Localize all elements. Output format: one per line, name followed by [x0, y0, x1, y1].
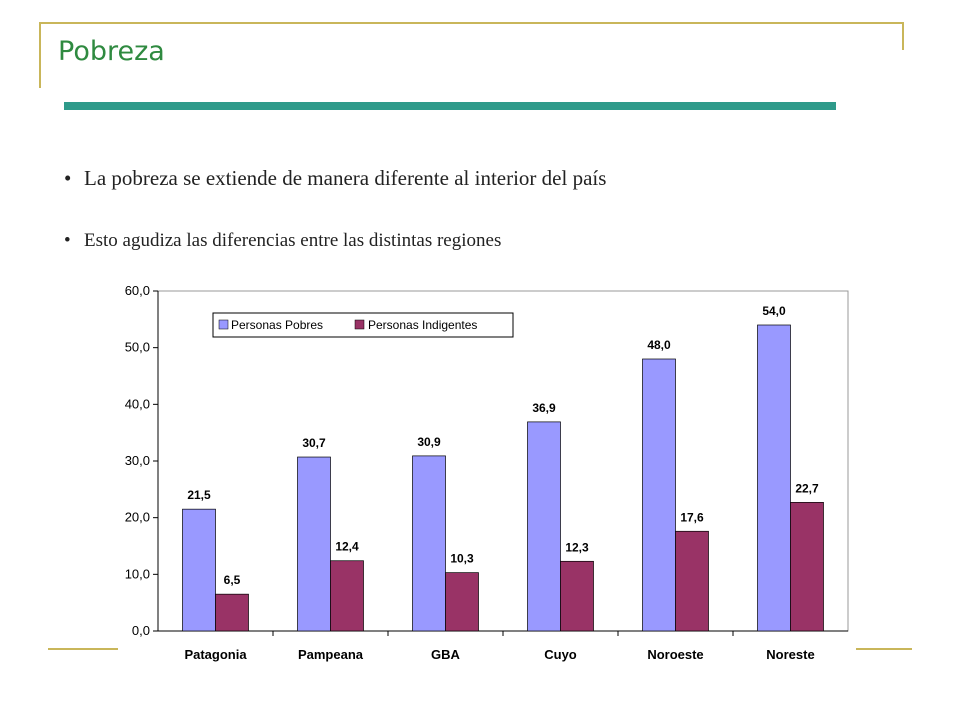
x-tick-label: Patagonia	[184, 647, 247, 662]
slide-title: Pobreza	[58, 36, 165, 67]
legend: Personas Pobres Personas Indigentes	[212, 312, 514, 338]
y-tick-label: 40,0	[125, 396, 150, 411]
x-tick-label: Noreste	[766, 647, 814, 662]
bar-indigentes	[560, 560, 594, 632]
bullet-dot: •	[64, 230, 71, 251]
bar-pobres	[642, 358, 676, 632]
frame-left-line	[39, 22, 41, 88]
bar-pobres	[297, 456, 331, 632]
bar-pobres	[527, 421, 561, 632]
frame-right-line	[902, 22, 904, 50]
data-label: 54,0	[762, 304, 786, 318]
x-tick-label: Cuyo	[544, 647, 577, 662]
y-tick-label: 0,0	[132, 623, 150, 638]
data-label: 12,4	[335, 540, 359, 554]
frame-top-line	[40, 22, 904, 24]
footer-line-left	[48, 648, 118, 650]
bullet-2-text: Esto agudiza las diferencias entre las d…	[84, 230, 502, 251]
plot-area-border	[157, 290, 849, 632]
bar-indigentes	[330, 560, 364, 632]
data-label: 22,7	[795, 481, 819, 495]
data-label: 17,6	[680, 510, 704, 524]
data-labels: 21,5 6,5 30,7 12,4 30,9 10,3 36,9 12,3 48,0 17,6 5…	[187, 304, 819, 587]
legend-label-indigentes: Personas Indigentes	[368, 318, 477, 332]
data-label: 30,9	[417, 435, 441, 449]
bar-pobres	[757, 324, 791, 632]
y-tick-label: 60,0	[125, 283, 150, 298]
footer-line-right	[856, 648, 912, 650]
data-label: 36,9	[532, 401, 556, 415]
data-label: 48,0	[647, 338, 671, 352]
bar-pobres	[182, 508, 216, 632]
y-tick-label: 20,0	[125, 510, 150, 525]
bar-pobres	[412, 455, 446, 632]
x-tick-label: Noroeste	[647, 647, 703, 662]
legend-swatch-indigentes	[354, 319, 365, 330]
y-ticks: 0,0 10,0 20,0 30,0 40,0 50,0 60,0	[125, 283, 158, 638]
bar-indigentes	[790, 502, 824, 632]
y-tick-label: 50,0	[125, 340, 150, 355]
bullet-1-text: La pobreza se extiende de manera diferen…	[84, 166, 607, 190]
bar-indigentes	[215, 593, 249, 632]
data-label: 10,3	[450, 552, 474, 566]
bar-indigentes	[675, 530, 709, 632]
legend-label-pobres: Personas Pobres	[231, 318, 323, 332]
data-label: 30,7	[302, 436, 326, 450]
title-underline	[64, 102, 836, 110]
bar-indigentes	[445, 572, 479, 632]
bullet-dot: •	[64, 166, 72, 190]
legend-swatch-pobres	[218, 319, 229, 330]
x-ticks: Patagonia Pampeana GBA Cuyo Noroeste Noreste	[184, 631, 815, 662]
bullet-2: • Esto agudiza las diferencias entre las …	[64, 230, 501, 252]
bars	[182, 324, 824, 632]
x-tick-label: GBA	[431, 647, 461, 662]
x-tick-label: Pampeana	[298, 647, 364, 662]
data-label: 12,3	[565, 540, 589, 554]
bullet-1: • La pobreza se extiende de manera difere…	[64, 166, 606, 191]
y-tick-label: 10,0	[125, 566, 150, 581]
data-label: 6,5	[224, 573, 241, 587]
data-label: 21,5	[187, 488, 211, 502]
y-tick-label: 30,0	[125, 453, 150, 468]
